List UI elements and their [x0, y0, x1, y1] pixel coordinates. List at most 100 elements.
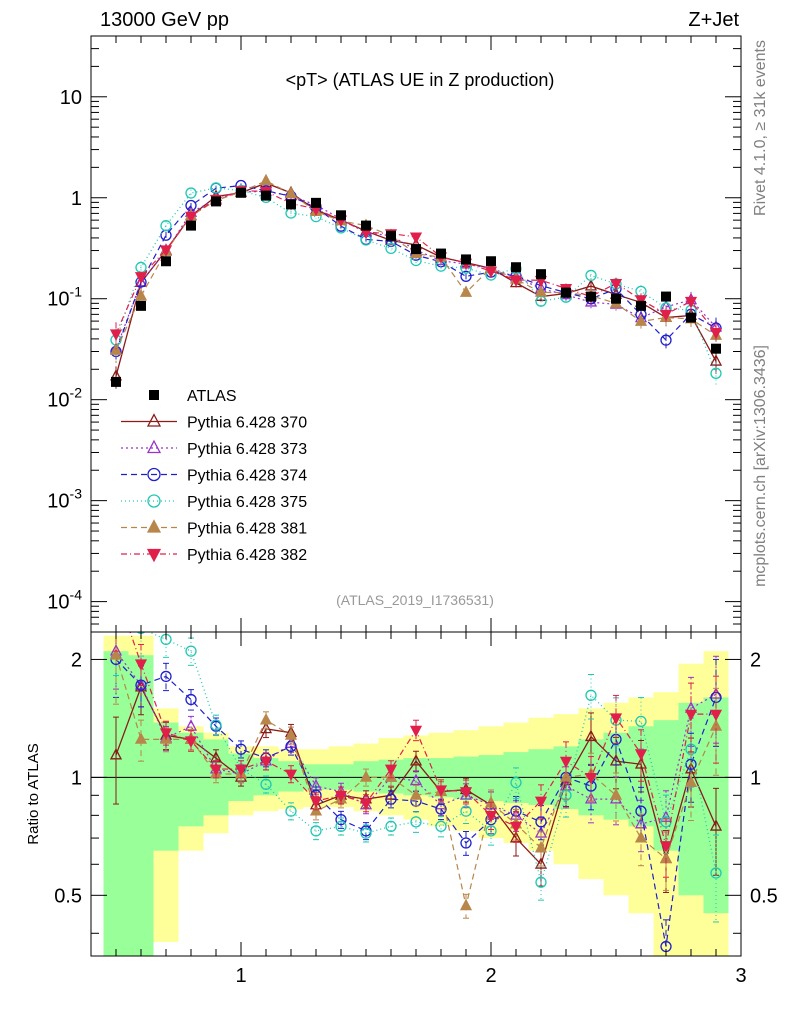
data-marker	[686, 312, 696, 323]
legend-label: Pythia 6.428 373	[187, 441, 307, 458]
mc-marker	[459, 285, 473, 297]
data-marker	[411, 244, 421, 255]
y-tick-label: 10	[60, 87, 82, 109]
x-tick-label: 3	[735, 965, 746, 987]
legend-item-4: Pythia 6.428 375	[121, 494, 307, 511]
mc-marker	[359, 770, 373, 782]
analysis-label: (ATLAS_2019_I1736531)	[336, 592, 494, 608]
mc-marker	[584, 729, 598, 742]
main-panel: 10 1 10-1 10-2 10-3 10-4 <pT> (ATLAS UE in Z …	[47, 35, 742, 633]
mc-marker	[147, 467, 161, 482]
mc-marker	[109, 648, 123, 660]
mc-marker	[160, 220, 172, 232]
mc-marker	[634, 757, 648, 769]
mc-marker	[635, 715, 647, 727]
mc-marker	[259, 756, 273, 769]
mc-marker	[710, 367, 722, 379]
legend-item-3: Pythia 6.428 374	[121, 468, 307, 485]
mc-marker	[659, 309, 673, 322]
main-frame	[90, 35, 742, 633]
mc-marker	[459, 898, 473, 911]
mc-marker	[146, 413, 162, 427]
mc-marker	[485, 825, 497, 837]
data-marker	[261, 190, 271, 201]
energy-label: 13000 GeV pp	[100, 9, 229, 31]
mc-marker	[409, 773, 423, 786]
mc-marker	[259, 173, 273, 186]
mc-marker	[709, 354, 723, 366]
mc-marker	[709, 327, 723, 340]
x-tick-label: 1	[235, 965, 246, 987]
mc-marker	[185, 693, 197, 706]
mc-marker	[409, 232, 423, 245]
mc-marker	[146, 439, 162, 454]
mc-marker	[685, 758, 697, 770]
y-tick-label: 1	[71, 188, 82, 210]
mc-marker	[634, 295, 648, 307]
mc-marker	[460, 837, 472, 849]
series-6-ratio	[113, 632, 723, 878]
mc-marker	[234, 764, 248, 777]
legend-label: Pythia 6.428 381	[187, 521, 307, 538]
series-ratio-line	[147, 632, 717, 885]
mc-marker	[184, 736, 198, 748]
mc-marker	[434, 785, 448, 797]
mc-marker	[146, 548, 162, 563]
legend-item-5: Pythia 6.428 381	[121, 519, 307, 538]
series-4-main	[110, 182, 722, 386]
mc-marker	[134, 659, 148, 671]
mc-marker	[284, 769, 298, 782]
mc-marker	[210, 182, 222, 194]
mc-marker	[134, 288, 148, 301]
legend-label: Pythia 6.428 370	[187, 415, 307, 432]
data-marker	[311, 197, 321, 208]
series-6-main	[109, 186, 723, 350]
mc-marker	[534, 796, 548, 809]
data-marker	[711, 343, 721, 354]
ratio-band-inner	[103, 651, 729, 956]
data-marker	[136, 300, 146, 311]
ratio-panel: 1 2 3 2 2 1 1 0.5 0.5 Ratio to ATLAS	[25, 631, 778, 987]
mc-marker	[359, 798, 373, 811]
mc-marker	[484, 266, 498, 279]
mc-marker	[134, 272, 148, 284]
data-marker	[336, 210, 346, 221]
y-tick-label: 10-3	[47, 486, 82, 513]
legend-item-2: Pythia 6.428 373	[121, 439, 307, 458]
y-tick-label: 10-1	[47, 284, 82, 311]
mc-marker	[684, 709, 698, 722]
mc-marker	[284, 728, 298, 740]
mc-marker	[409, 788, 423, 800]
series-line	[115, 190, 717, 350]
mc-marker	[510, 776, 522, 789]
mc-marker	[159, 245, 173, 257]
data-marker	[186, 220, 196, 231]
mc-marker	[460, 270, 472, 282]
mc-marker	[285, 805, 297, 817]
ratio-y-tick-label-right: 1	[750, 767, 761, 789]
data-marker	[436, 248, 446, 259]
y-tick-label: 10-2	[47, 385, 82, 412]
data-marker	[236, 187, 246, 198]
mc-marker	[184, 211, 198, 224]
mc-marker	[259, 721, 273, 734]
data-marker	[211, 196, 221, 207]
mc-marker	[410, 816, 422, 828]
mc-marker	[385, 820, 397, 832]
series-2-main	[109, 184, 723, 360]
x-tick-label: 2	[485, 965, 496, 987]
mc-marker	[634, 830, 648, 843]
ratio-ylabel: Ratio to ATLAS	[25, 743, 42, 844]
mc-marker	[709, 709, 723, 722]
legend-item-6: Pythia 6.428 382	[121, 547, 307, 564]
data-marker	[161, 256, 171, 267]
mc-marker	[210, 719, 222, 731]
mc-marker	[585, 689, 597, 701]
legend: ATLAS Pythia 6.428 370 Pythia 6.428 373 Pyt…	[121, 388, 307, 564]
chart-title: <pT> (ATLAS UE in Z production)	[286, 70, 555, 90]
mc-marker	[385, 793, 397, 805]
legend-label: Pythia 6.428 374	[187, 468, 307, 485]
mc-marker	[609, 713, 623, 725]
legend-item-data: ATLAS	[149, 388, 237, 405]
